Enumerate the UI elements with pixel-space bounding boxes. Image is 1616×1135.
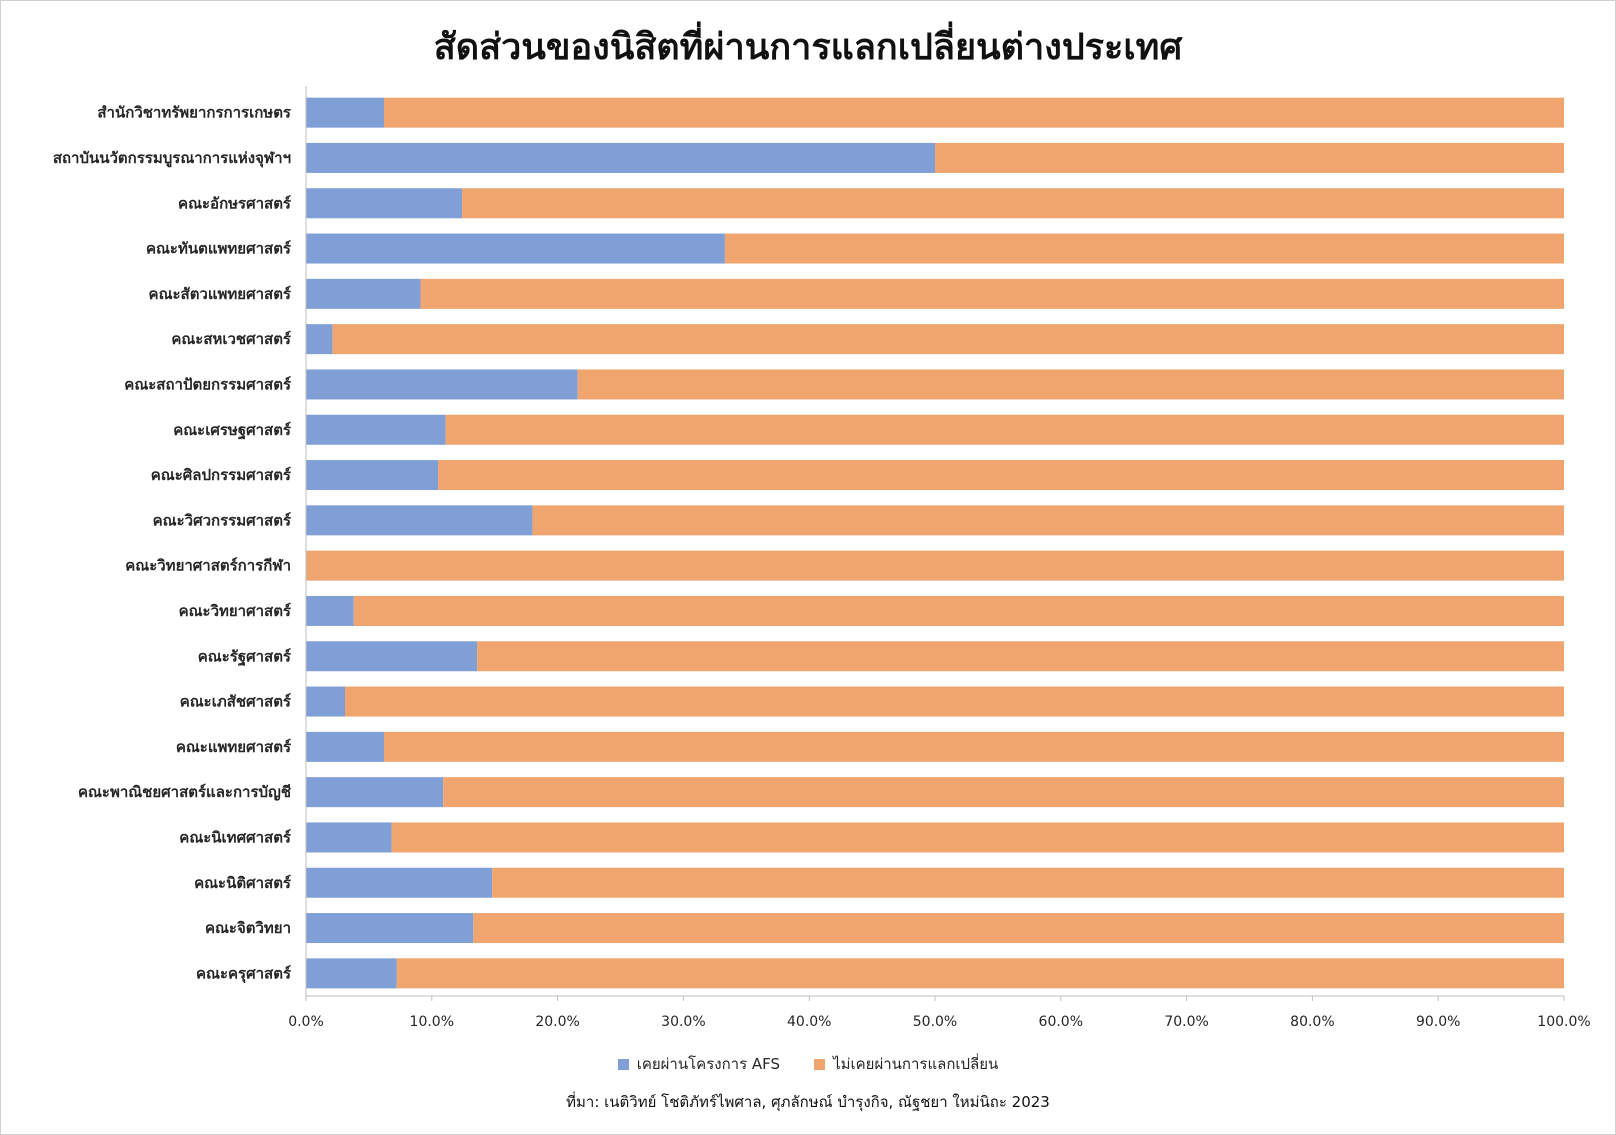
legend-item-no-exchange: ไม่เคยผ่านการแลกเปลี่ยน (814, 1052, 998, 1076)
bar-segment-afs (306, 460, 439, 491)
category-label: คณะแพทยศาสตร์ (176, 738, 292, 756)
bar-segment-no-exchange (383, 731, 1565, 762)
legend-swatch-no-exchange (814, 1058, 826, 1070)
category-label: คณะสหเวชศาสตร์ (171, 330, 292, 348)
legend-item-afs: เคยผ่านโครงการ AFS (617, 1052, 781, 1076)
category-label: คณะนิติศาสตร์ (194, 874, 292, 892)
bar-segment-afs (306, 913, 474, 944)
category-label: คณะเภสัชศาสตร์ (180, 693, 292, 711)
bar-segment-no-exchange (306, 550, 1564, 581)
category-label: คณะนิเทศศาสตร์ (179, 828, 292, 846)
x-tick-label: 70.0% (1164, 1014, 1208, 1030)
legend-label-afs: เคยผ่านโครงการ AFS (636, 1055, 781, 1073)
bar-segment-afs (306, 595, 354, 626)
x-tick-label: 30.0% (661, 1014, 705, 1030)
source-note: ที่มา: เนติวิทย์ โชติภัทร์ไพศาล, ศุภลักษ… (566, 1093, 1050, 1111)
legend-swatch-afs (617, 1058, 629, 1070)
bar-segment-afs (306, 233, 725, 264)
category-label: คณะเศรษฐศาสตร์ (173, 421, 292, 440)
x-tick-label: 50.0% (913, 1014, 957, 1030)
bar-segment-afs (306, 822, 392, 853)
category-label: คณะพาณิชยศาสตร์และการบัญชี (78, 783, 291, 801)
bar-segment-no-exchange (473, 913, 1565, 944)
bar-segment-no-exchange (396, 958, 1565, 989)
x-tick-label: 100.0% (1537, 1014, 1590, 1030)
bar-segment-afs (306, 777, 444, 808)
category-label: คณะทันตแพทยศาสตร์ (146, 240, 292, 258)
bar-segment-no-exchange (443, 777, 1564, 808)
bar-segment-no-exchange (492, 867, 1565, 898)
category-label: คณะอักษรศาสตร์ (178, 194, 292, 212)
x-tick-label: 40.0% (787, 1014, 831, 1030)
bar-segment-no-exchange (477, 641, 1564, 672)
category-label: คณะสัตวแพทยศาสตร์ (149, 285, 292, 303)
bar-segment-no-exchange (344, 686, 1564, 717)
bar-segment-no-exchange (445, 414, 1565, 445)
bar-segment-no-exchange (532, 505, 1565, 536)
bar-segment-no-exchange (353, 595, 1565, 626)
category-label: คณะครุศาสตร์ (196, 964, 292, 983)
x-tick-label: 10.0% (410, 1014, 454, 1030)
bar-segment-no-exchange (438, 460, 1565, 491)
bar-segment-no-exchange (724, 233, 1564, 264)
bar-segment-afs (306, 641, 478, 672)
x-tick-label: 20.0% (535, 1014, 579, 1030)
category-label: คณะจิตวิทยา (205, 919, 291, 937)
category-label: คณะวิทยาศาสตร์การกีฬา (125, 557, 291, 575)
category-label: สถาบันนวัตกรรมบูรณาการแห่งจุฬาฯ (53, 149, 291, 168)
bar-segment-no-exchange (577, 369, 1564, 400)
bar-segment-no-exchange (461, 188, 1565, 219)
bar-segment-afs (306, 731, 384, 762)
bar-segment-afs (306, 278, 421, 309)
bar-segment-afs (306, 414, 446, 445)
x-tick-label: 60.0% (1039, 1014, 1083, 1030)
bar-segment-afs (306, 958, 397, 989)
bar-segment-no-exchange (383, 97, 1565, 128)
bar-segment-no-exchange (935, 142, 1564, 173)
category-label: คณะรัฐศาสตร์ (198, 647, 292, 666)
x-tick-label: 80.0% (1290, 1014, 1334, 1030)
bar-segment-no-exchange (332, 324, 1565, 355)
chart-title: สัดส่วนของนิสิตที่ผ่านการแลกเปลี่ยนต่างป… (433, 27, 1183, 68)
bar-segment-afs (306, 867, 493, 898)
bar-segment-afs (306, 142, 935, 173)
category-label: คณะวิทยาศาสตร์ (179, 602, 292, 620)
x-tick-label: 90.0% (1416, 1014, 1460, 1030)
bar-segment-no-exchange (391, 822, 1565, 853)
category-label: คณะวิศวกรรมศาสตร์ (153, 511, 292, 529)
bar-segment-no-exchange (420, 278, 1564, 309)
category-label: สำนักวิชาทรัพยากรการเกษตร (97, 104, 292, 122)
bar-segment-afs (306, 369, 578, 400)
bar-segment-afs (306, 686, 345, 717)
x-tick-label: 0.0% (288, 1014, 324, 1030)
bar-segment-afs (306, 324, 333, 355)
bar-segment-afs (306, 188, 462, 219)
bar-segment-afs (306, 97, 384, 128)
legend-label-no-exchange: ไม่เคยผ่านการแลกเปลี่ยน (833, 1055, 999, 1073)
chart-legend: เคยผ่านโครงการ AFS ไม่เคยผ่านการแลกเปลี่… (0, 1052, 1616, 1076)
category-label: คณะสถาปัตยกรรมศาสตร์ (124, 375, 292, 393)
bar-segment-afs (306, 505, 533, 536)
category-label: คณะศิลปกรรมศาสตร์ (151, 466, 292, 484)
